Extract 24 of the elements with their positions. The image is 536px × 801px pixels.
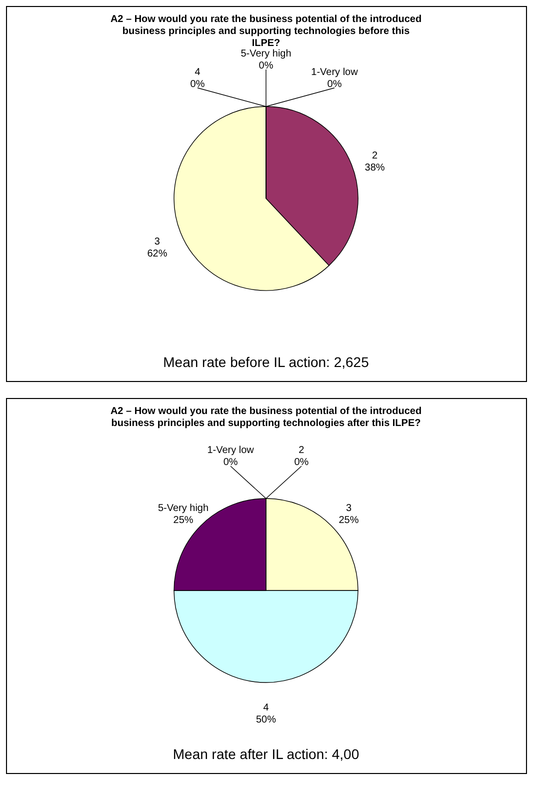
data-label: 50% (256, 714, 276, 726)
text: 0% (190, 78, 205, 90)
text: 0% (327, 78, 342, 90)
category-label: 1-Very low (311, 66, 358, 78)
text: 0% (294, 457, 309, 468)
category-label: 2 (298, 445, 304, 456)
text: 0% (223, 457, 238, 468)
slice-label: 3 (154, 236, 160, 248)
slice-label: 4 (263, 702, 270, 714)
text: Mean rate after IL action: 4,00 (172, 746, 360, 762)
text: 0% (258, 60, 274, 72)
chart-title: A2 – How would you rate the business potential of the introduced business principles and supporting technologies after this ILPE? (110, 406, 422, 429)
data-label: 25% (173, 514, 194, 526)
slice-label: 3 (346, 502, 352, 514)
chart-title: A2 – How would you rate the business potential of the introduced business principles and supporting technologies before this ILPE? (110, 14, 422, 49)
category-label: 5-Very high (240, 48, 292, 60)
data-label: 38% (364, 162, 385, 174)
category-label: 4 (194, 66, 200, 78)
text: Mean rate before IL action: 2,625 (163, 354, 370, 370)
slice-label: 2 (372, 150, 378, 162)
data-label: 62% (147, 248, 168, 260)
category-label: 1-Very low (207, 445, 254, 456)
slice-label: 5-Very high (158, 502, 209, 514)
data-label: 25% (338, 514, 359, 526)
